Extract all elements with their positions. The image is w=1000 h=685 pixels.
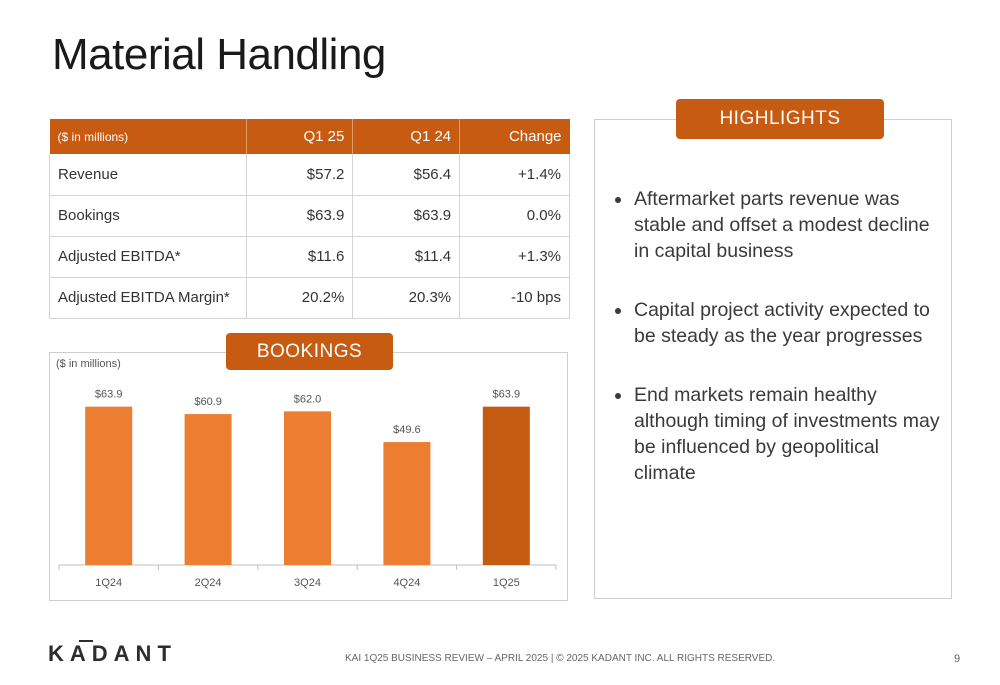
- table-cell: Bookings: [49, 195, 247, 237]
- metrics-table: ($ in millions) Q1 25 Q1 24 Change Reven…: [49, 119, 570, 319]
- bar-2q24: [184, 414, 232, 565]
- table-cell: $11.6: [246, 236, 354, 278]
- table-header-change: Change: [459, 119, 570, 154]
- bar-3q24: [284, 411, 331, 565]
- page-number: 9: [954, 653, 961, 665]
- table-header-q1-25: Q1 25: [246, 119, 354, 154]
- data-label: $63.9: [95, 389, 123, 401]
- highlight-text: Aftermarket parts revenue was stable and…: [634, 188, 930, 262]
- table-cell: Adjusted EBITDA*: [49, 236, 247, 278]
- table-cell: Adjusted EBITDA Margin*: [49, 277, 247, 319]
- highlights-label: HIGHLIGHTS: [676, 99, 884, 139]
- chart-unit-note: ($ in millions): [56, 358, 121, 370]
- table-cell: $11.4: [352, 236, 461, 278]
- x-tick-label: 4Q24: [393, 577, 420, 589]
- bar-1q24: [85, 406, 133, 565]
- table-cell: 0.0%: [459, 195, 570, 237]
- list-item: End markets remain healthy although timi…: [614, 382, 944, 486]
- highlight-text: End markets remain healthy although timi…: [634, 384, 940, 484]
- table-row: Adjusted EBITDA* $11.6 $11.4 +1.3%: [49, 236, 570, 278]
- table-cell: $63.9: [352, 195, 461, 237]
- list-item: Aftermarket parts revenue was stable and…: [614, 186, 944, 264]
- table-header-unit: ($ in millions): [49, 119, 247, 154]
- bookings-chart: $63.9 1Q24 $60.9 2Q24 $62.0 3Q24 $49.6 4Q24 $63.…: [58, 389, 557, 589]
- data-label: $60.9: [194, 396, 222, 408]
- data-label: $62.0: [294, 393, 322, 405]
- table-row: Revenue $57.2 $56.4 +1.4%: [49, 154, 570, 196]
- x-tick-label: 1Q25: [493, 577, 520, 589]
- table-cell: -10 bps: [459, 277, 570, 319]
- bar-1q25: [482, 406, 530, 565]
- table-cell: $56.4: [352, 154, 461, 196]
- company-logo: KADANT: [48, 641, 177, 666]
- table-cell: $57.2: [246, 154, 354, 196]
- table-row: Adjusted EBITDA Margin* 20.2% 20.3% -10 …: [49, 277, 570, 319]
- table-header-row: ($ in millions) Q1 25 Q1 24 Change: [49, 119, 570, 154]
- x-tick-label: 2Q24: [195, 577, 222, 589]
- data-label: $63.9: [493, 389, 521, 401]
- table-cell: +1.4%: [459, 154, 570, 196]
- footer-text: KAI 1Q25 BUSINESS REVIEW – APRIL 2025 | …: [345, 653, 776, 664]
- table-cell: $63.9: [246, 195, 354, 237]
- table-cell: 20.3%: [352, 277, 461, 319]
- table-row: Bookings $63.9 $63.9 0.0%: [49, 195, 570, 237]
- page-title: Material Handling: [52, 30, 386, 79]
- bullet-icon: [615, 197, 621, 203]
- x-tick-label: 3Q24: [294, 577, 321, 589]
- data-label: $49.6: [393, 424, 421, 436]
- highlights-list: Aftermarket parts revenue was stable and…: [614, 186, 944, 519]
- table-cell: 20.2%: [246, 277, 354, 319]
- highlights-panel: [594, 119, 952, 599]
- table-cell: Revenue: [49, 154, 247, 196]
- bullet-icon: [615, 308, 621, 314]
- logo-macron: [79, 640, 93, 642]
- list-item: Capital project activity expected to be …: [614, 297, 944, 349]
- x-tick-label: 1Q24: [95, 577, 122, 589]
- bar-4q24: [383, 442, 431, 565]
- bullet-icon: [615, 393, 621, 399]
- highlight-text: Capital project activity expected to be …: [634, 299, 930, 347]
- bookings-label: BOOKINGS: [226, 333, 393, 370]
- table-cell: +1.3%: [459, 236, 570, 278]
- table-header-q1-24: Q1 24: [352, 119, 461, 154]
